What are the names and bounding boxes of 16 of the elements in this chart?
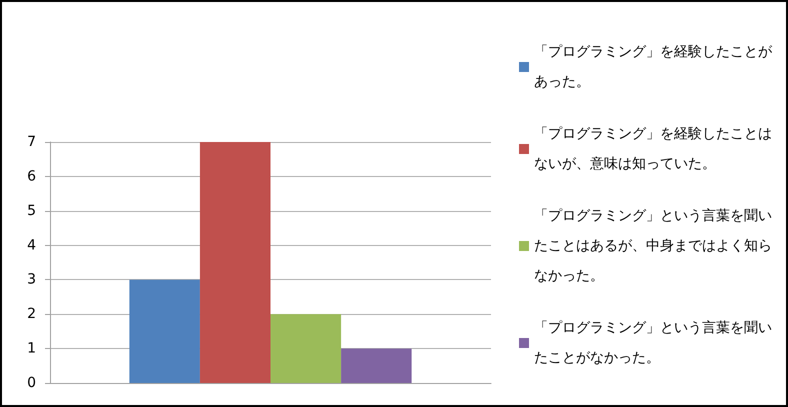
bar [270,314,342,383]
legend-label: 「プログラミング」という言葉を聞いたことがなかった。 [534,320,772,366]
y-tick-label: 0 [27,375,36,391]
y-tick-label: 1 [27,340,36,357]
y-tick-label: 2 [27,306,36,322]
y-tick-label: 4 [27,237,36,254]
bar [129,280,200,383]
y-tick-label: 7 [27,134,36,150]
legend-label: 「プログラミング」を経験したことがあった。 [534,44,773,90]
legend-label: 「プログラミング」を経験したことはないが、意味は知っていた。 [534,126,772,172]
legend-label: 「プログラミング」という言葉を聞いたことはあるが、中身まではよく知らなかった。 [534,208,772,284]
y-tick-label: 3 [27,272,36,288]
bar [341,348,412,383]
y-tick-label: 6 [27,168,36,184]
bar [200,142,270,383]
y-tick-label: 5 [27,202,36,219]
